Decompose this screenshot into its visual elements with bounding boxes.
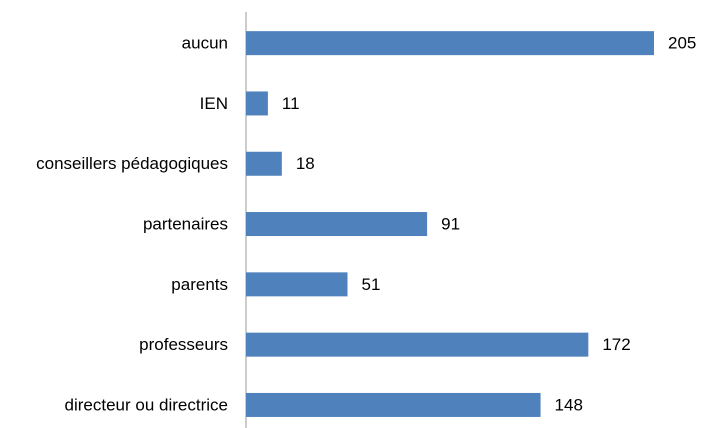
- bar: [246, 392, 541, 417]
- y-tick-label: professeurs: [139, 335, 228, 354]
- data-label: 18: [296, 154, 315, 173]
- y-tick-label: parents: [171, 275, 228, 294]
- data-label: 172: [602, 335, 630, 354]
- data-label: 148: [555, 395, 583, 414]
- bar: [246, 151, 282, 176]
- data-label: 51: [362, 275, 381, 294]
- bar: [246, 91, 268, 116]
- data-label: 205: [668, 34, 696, 53]
- y-tick-label: directeur ou directrice: [65, 395, 228, 414]
- y-tick-label: partenaires: [143, 215, 228, 234]
- bar: [246, 272, 348, 297]
- y-tick-label: IEN: [200, 94, 228, 113]
- bar: [246, 212, 428, 237]
- bar: [246, 332, 589, 357]
- data-label: 11: [282, 94, 300, 113]
- y-tick-label: aucun: [182, 34, 228, 53]
- bar: [246, 31, 654, 56]
- data-label: 91: [441, 215, 460, 234]
- y-tick-label: conseillers pédagogiques: [36, 154, 228, 173]
